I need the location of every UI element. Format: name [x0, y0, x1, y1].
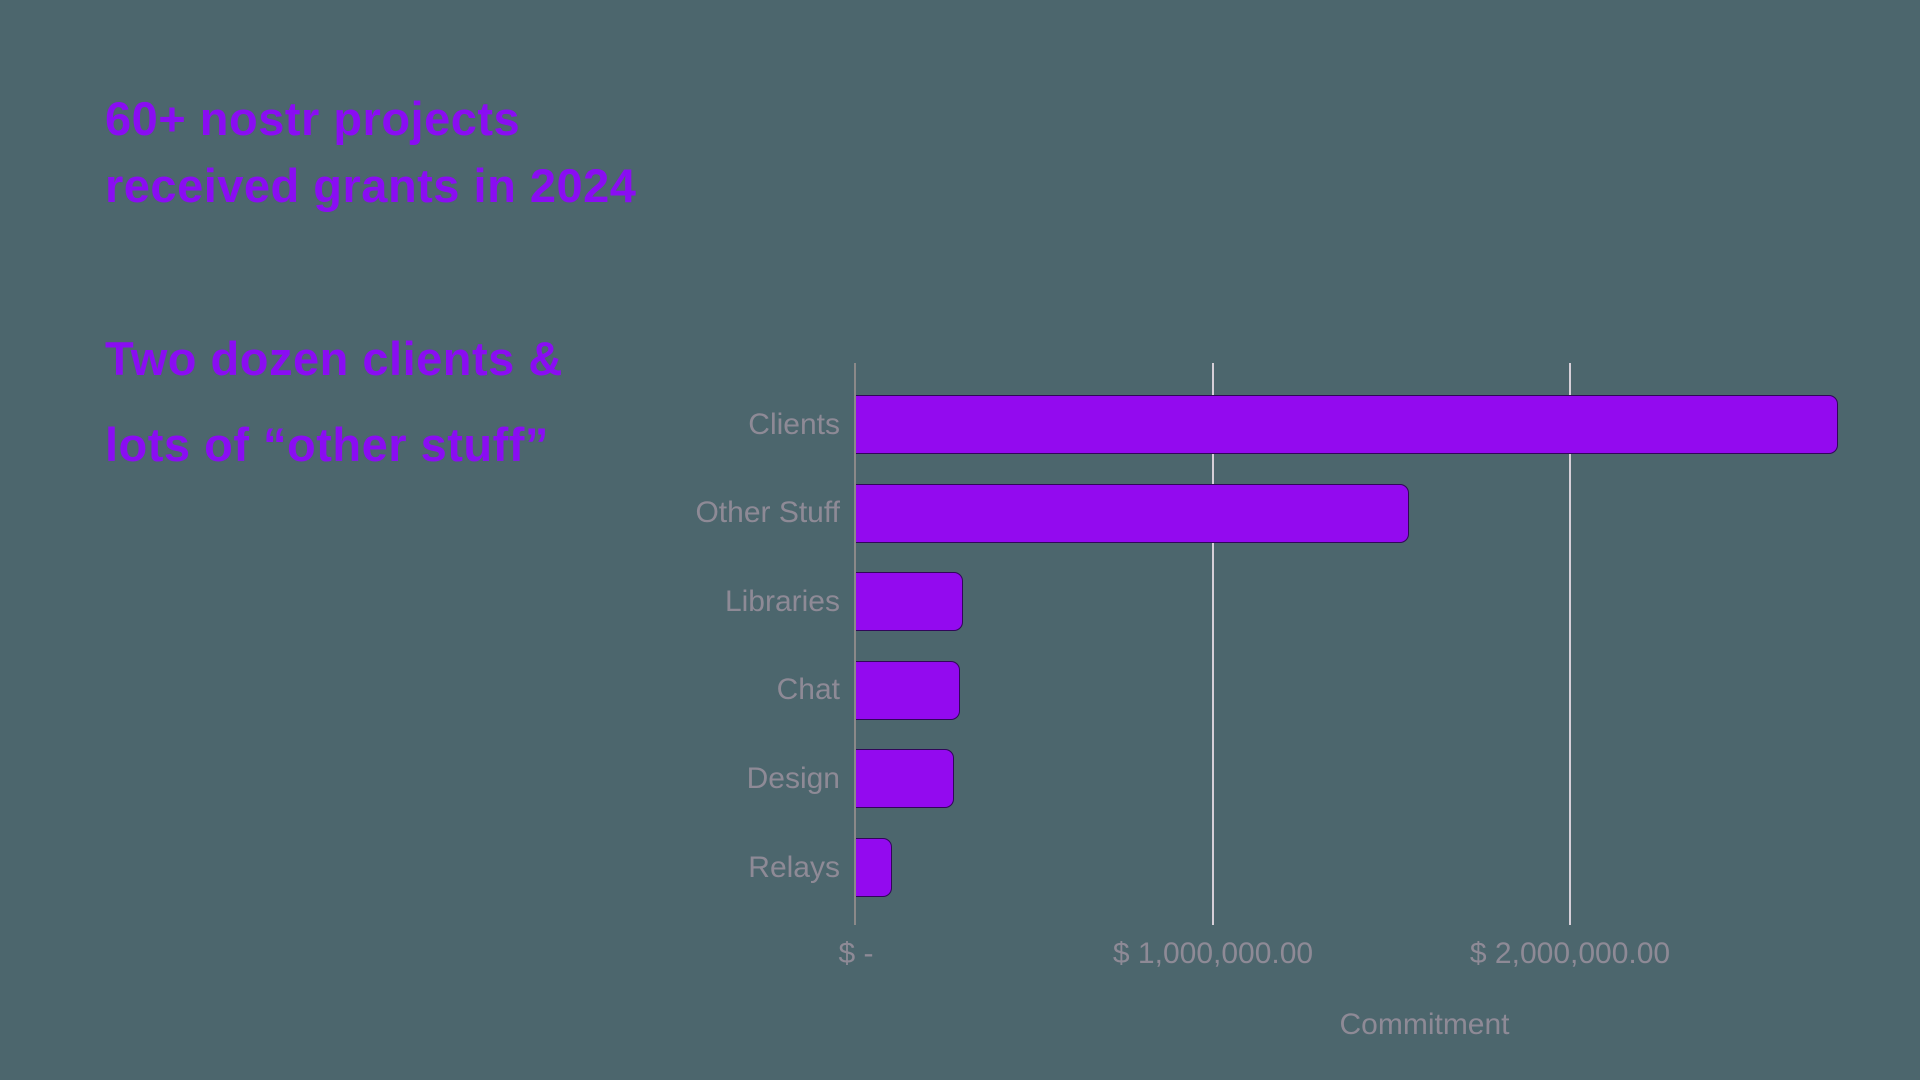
category-label: Clients — [748, 407, 840, 441]
page-subtitle-line1: Two dozen clients & — [105, 332, 563, 385]
page-title-line2: received grants in 2024 — [105, 159, 637, 212]
bar-clients — [856, 395, 1838, 454]
x-tick-label: $ 2,000,000.00 — [1469, 937, 1671, 970]
bar-relays — [856, 838, 892, 897]
bar-libraries — [856, 572, 964, 632]
x-tick-label: $ - — [838, 937, 874, 970]
bar-design — [856, 749, 955, 809]
category-label: Design — [746, 761, 840, 795]
x-gridline — [1569, 363, 1571, 925]
bar-chat — [856, 660, 960, 720]
bar-other-stuff — [856, 483, 1410, 543]
x-tick-label: $ 1,000,000.00 — [1112, 937, 1314, 970]
x-gridline — [1212, 363, 1214, 925]
category-label: Other Stuff — [695, 496, 840, 530]
page-title-line1: 60+ nostr projects — [105, 92, 521, 145]
category-axis-line — [854, 363, 856, 925]
category-label: Chat — [776, 673, 840, 707]
x-axis-title: Commitment — [1339, 1008, 1510, 1041]
page-subtitle-line2: lots of “other stuff” — [105, 418, 549, 471]
category-label: Relays — [748, 850, 840, 884]
category-label: Libraries — [724, 584, 840, 618]
